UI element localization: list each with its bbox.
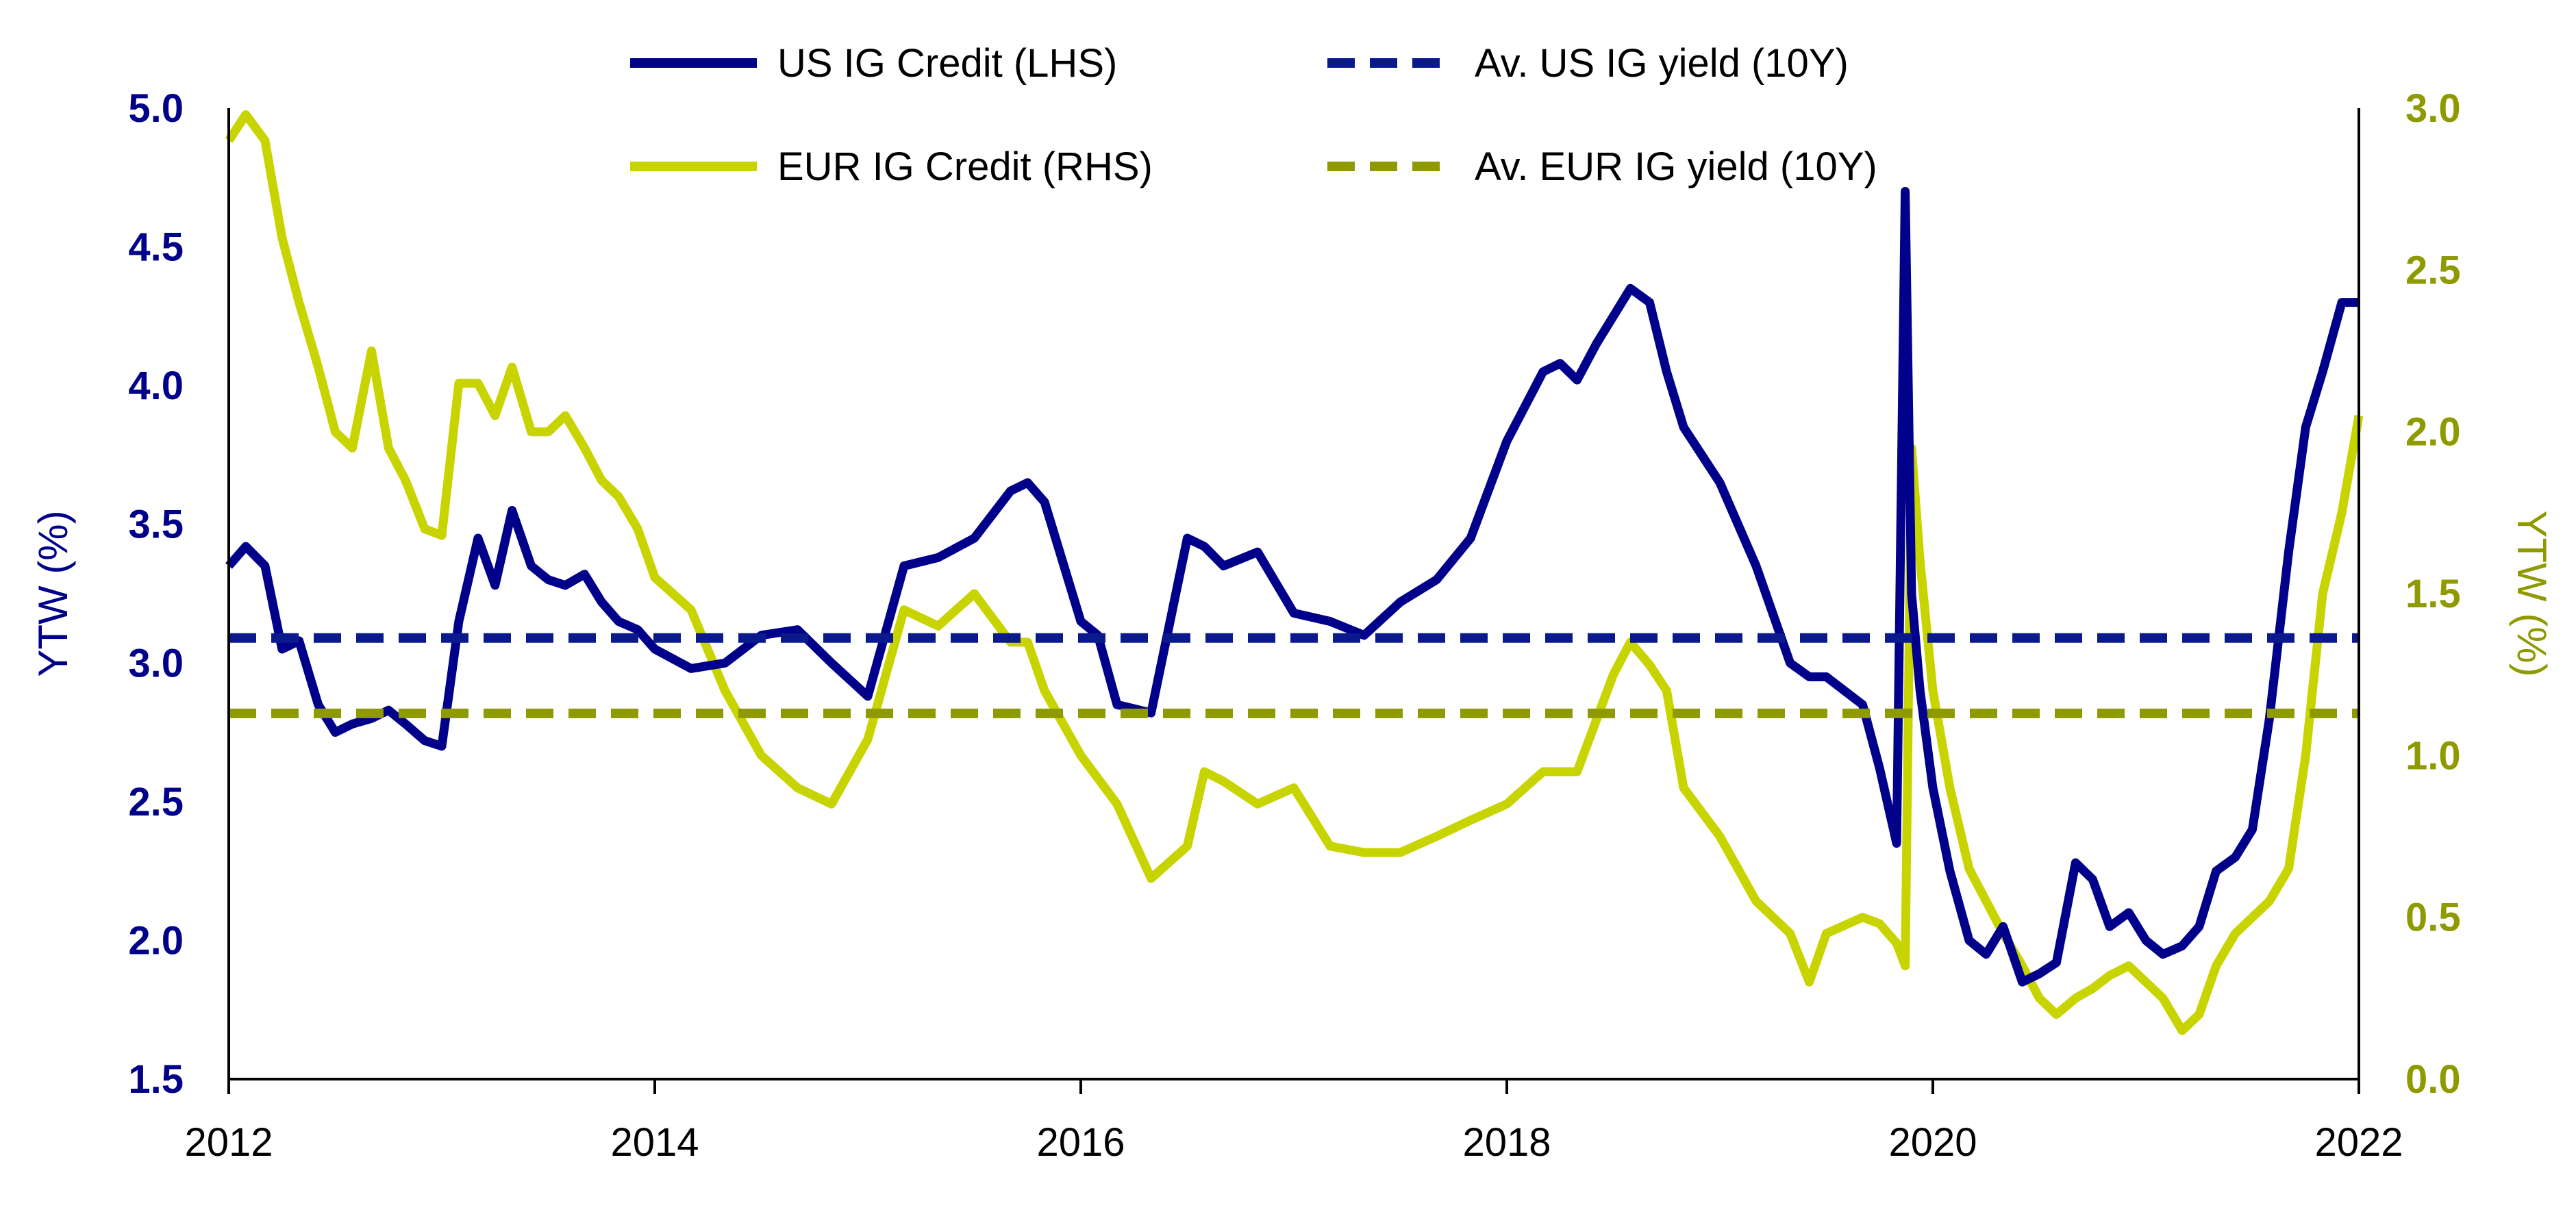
y-tick-label-left: 5.0 — [128, 86, 184, 131]
series-line-eur-ig-credit-rhs — [225, 110, 2364, 1035]
y-tick-label-left: 3.5 — [128, 503, 184, 547]
legend-label: US IG Credit (LHS) — [777, 41, 1117, 86]
x-tick-label: 2018 — [1462, 1120, 1551, 1165]
x-tick-label: 2020 — [1888, 1120, 1977, 1165]
series-line-us-ig-credit-lhs — [225, 187, 2359, 987]
y-tick-label-right: 1.0 — [2405, 733, 2461, 778]
y-tick-label-left: 2.0 — [128, 918, 184, 963]
legend: US IG Credit (LHS) Av. US IG yield (10Y) E… — [630, 41, 1877, 189]
y-tick-label-left: 4.0 — [128, 364, 184, 408]
y-tick-label-left: 3.0 — [128, 641, 184, 685]
y-tick-label-left: 4.5 — [128, 225, 184, 270]
x-tick-label: 2016 — [1036, 1120, 1125, 1165]
y-tick-label-right: 0.5 — [2405, 896, 2461, 940]
legend-label: Av. US IG yield (10Y) — [1475, 41, 1849, 86]
x-tick-label: 2012 — [184, 1120, 273, 1165]
axes: 2012 2014 2016 2018 2020 2022 1.5 2.0 2.5 3.0 3.5 4… — [30, 86, 2555, 1165]
legend-label: Av. EUR IG yield (10Y) — [1475, 144, 1877, 189]
plot-area — [225, 110, 2364, 1035]
y-axis-title-right: YTW (%) — [2509, 510, 2555, 676]
y-tick-label-left: 2.5 — [128, 780, 184, 824]
legend-label: EUR IG Credit (RHS) — [777, 144, 1153, 189]
y-tick-label-right: 2.0 — [2405, 410, 2461, 455]
x-tick-label: 2014 — [610, 1120, 699, 1165]
y-axis-title-left: YTW (%) — [30, 510, 76, 676]
y-tick-label-right: 2.5 — [2405, 248, 2461, 292]
y-tick-label-right: 1.5 — [2405, 572, 2461, 616]
y-tick-label-right: 3.0 — [2405, 86, 2461, 131]
x-tick-label: 2022 — [2314, 1120, 2403, 1165]
y-tick-label-left: 1.5 — [128, 1057, 184, 1102]
y-tick-label-right: 0.0 — [2405, 1057, 2461, 1102]
